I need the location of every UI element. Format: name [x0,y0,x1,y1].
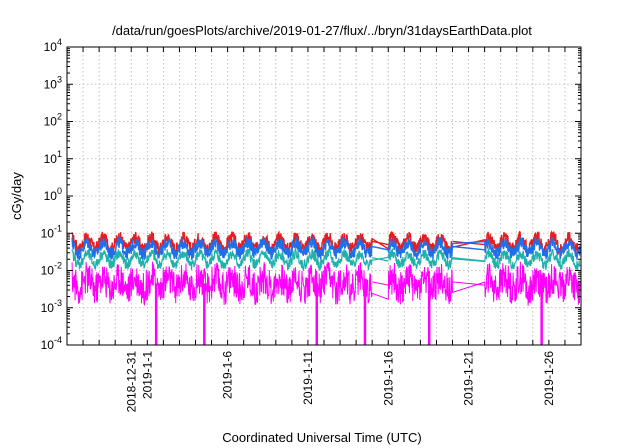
x-tick-labels: 2018-12-31 2019-1-1 2019-1-6 2019-1-11 2019-… [124,351,556,413]
y-axis-label: cGy/day [9,172,24,220]
y-tick-label: 10-1 [41,223,62,240]
series-layer [71,230,581,345]
chart-title: /data/run/goesPlots/archive/2019-01-27/f… [112,23,532,38]
x-tick-label: 2019-1-26 [542,351,556,406]
x-axis-label: Coordinated Universal Time (UTC) [222,430,421,445]
y-tick-label: 104 [44,37,62,54]
x-tick-label: 2018-12-31 [124,351,138,413]
series-trace-2 [71,235,581,263]
y-tick-labels: 10-4 10-3 10-2 10-1 100 101 102 103 104 [41,37,62,352]
x-tick-label: 2019-1-6 [221,351,235,399]
series-trace-3 [71,246,581,272]
x-tick-label: 2019-1-16 [381,351,395,406]
series-trace-4 [71,261,581,306]
y-tick-label: 10-4 [41,335,62,352]
y-tick-label: 102 [44,112,62,129]
x-tick-label: 2019-1-21 [462,351,476,406]
y-tick-label: 103 [44,74,62,91]
x-tick-label: 2019-1-11 [301,351,315,405]
y-tick-label: 101 [44,149,62,166]
x-tick-label: 2019-1-1 [140,351,154,399]
y-tick-label: 100 [44,186,62,203]
y-tick-label: 10-3 [41,298,62,315]
y-tick-label: 10-2 [41,261,62,278]
axes [66,46,582,346]
